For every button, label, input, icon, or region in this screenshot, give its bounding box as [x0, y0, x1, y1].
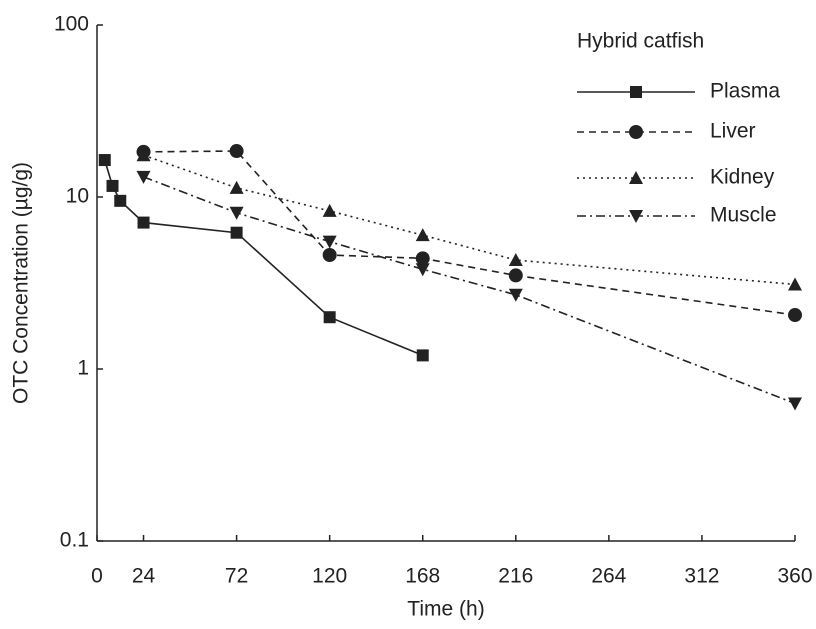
marker	[415, 263, 430, 277]
marker	[229, 144, 244, 159]
y-tick-label: 100	[54, 13, 89, 36]
marker	[416, 349, 429, 362]
marker	[629, 210, 643, 223]
x-tick-label: 24	[132, 565, 156, 588]
x-tick-label: 360	[777, 565, 812, 588]
marker	[629, 171, 643, 184]
x-tick-label: 72	[225, 565, 248, 588]
legend-title: Hybrid catfish	[577, 30, 704, 53]
x-tick-label: 264	[591, 565, 626, 588]
marker	[322, 248, 337, 263]
marker	[415, 228, 430, 242]
series-line	[103, 159, 424, 357]
marker	[98, 154, 111, 167]
x-axis-label: Time (h)	[407, 598, 484, 621]
marker	[230, 226, 243, 239]
x-tick-label: 120	[312, 565, 347, 588]
marker	[229, 180, 244, 194]
y-tick-label: 10	[66, 185, 89, 208]
marker	[106, 179, 119, 192]
marker	[788, 397, 802, 411]
x-tick-label: 168	[405, 565, 440, 588]
marker	[229, 206, 244, 220]
marker	[508, 268, 523, 283]
marker	[322, 235, 337, 249]
x-tick-label: 312	[684, 565, 719, 588]
marker	[322, 203, 337, 217]
marker	[788, 277, 802, 291]
series-line	[143, 150, 796, 316]
series-line	[143, 176, 796, 405]
y-tick-label: 0.1	[60, 529, 89, 552]
legend-label: Plasma	[710, 80, 780, 103]
x-tick-label: 0	[91, 565, 103, 588]
series-line	[143, 154, 796, 286]
legend-label: Muscle	[710, 204, 777, 227]
legend-label: Liver	[710, 120, 756, 143]
marker	[508, 288, 523, 302]
y-axis-label: OTC Concentration (µg/g)	[10, 162, 33, 404]
marker	[629, 125, 643, 139]
marker	[508, 253, 523, 267]
marker	[114, 194, 127, 207]
legend-label: Kidney	[710, 166, 775, 189]
marker	[788, 308, 802, 323]
marker	[630, 86, 642, 98]
marker	[136, 148, 151, 162]
marker	[415, 251, 430, 266]
marker	[137, 216, 150, 229]
marker	[136, 170, 151, 184]
y-tick-label: 1	[77, 357, 89, 380]
x-tick-label: 216	[498, 565, 533, 588]
marker	[323, 311, 336, 324]
